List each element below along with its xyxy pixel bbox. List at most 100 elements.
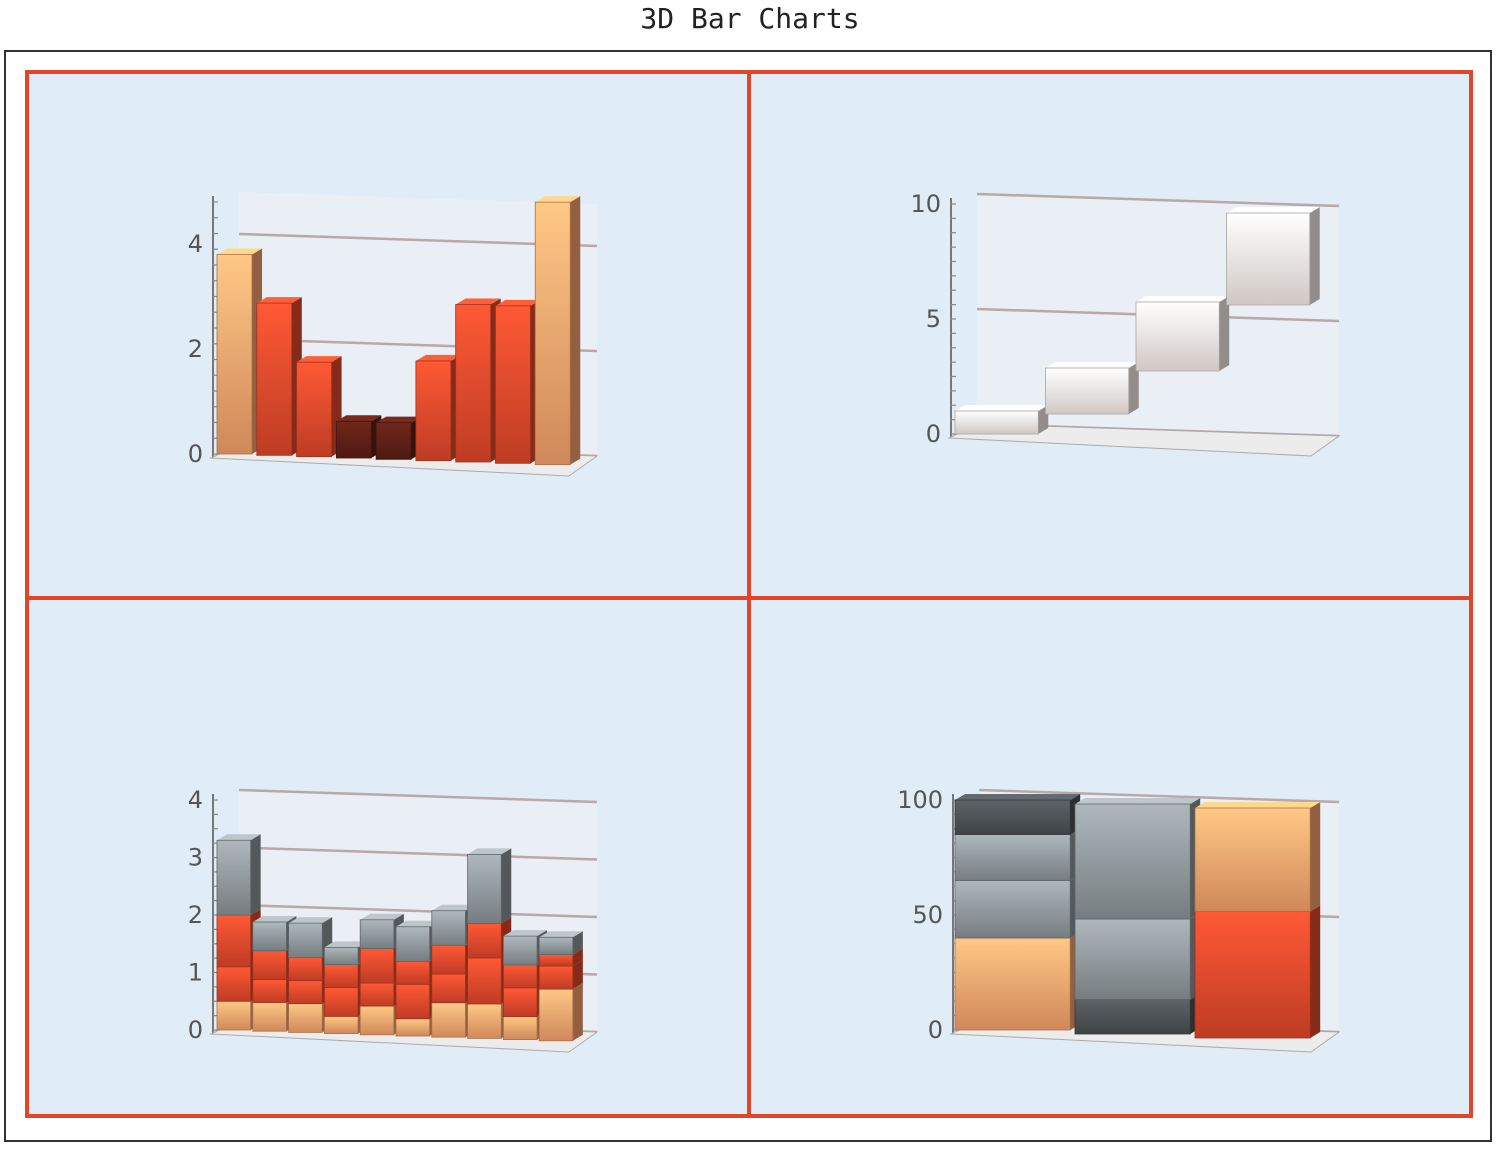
chart2-bar-segment xyxy=(323,964,359,989)
chart2-bar-segment xyxy=(467,1003,502,1039)
chart3-bar-segment-top xyxy=(1075,798,1201,804)
chart2-bar-segment-side xyxy=(572,983,583,1041)
chart0-bar-top xyxy=(535,196,581,203)
chart2-bar-segment xyxy=(359,948,395,984)
chart2-bar-segment xyxy=(502,964,538,989)
chart2-bar-segment xyxy=(359,1005,395,1036)
chart2-bar-segment xyxy=(431,973,466,1004)
chart1-bar-side xyxy=(1128,362,1139,414)
page-title: 3D Bar Charts xyxy=(640,2,860,35)
chart2-bar-segment-top xyxy=(539,931,583,938)
chart0-bar-top xyxy=(296,356,342,363)
chart2-bar-segment-side xyxy=(501,848,512,924)
chart3-tick-label: 50 xyxy=(912,901,943,929)
chart0-bar xyxy=(256,302,293,456)
chart0-bar xyxy=(216,254,253,455)
chart0-bar xyxy=(495,305,531,464)
chart0-bar xyxy=(415,360,452,462)
chart2-gridline xyxy=(238,903,598,919)
chart2-bar-segment xyxy=(216,1000,252,1031)
chart2-bar-segment xyxy=(288,1003,323,1033)
chart1-tick-label: 10 xyxy=(910,190,941,218)
chart2-bar-segment xyxy=(431,944,466,975)
chart2-bar-segment-top xyxy=(431,904,476,911)
chart2-bar-segment-top xyxy=(252,915,297,922)
chart2-bar-segment xyxy=(359,919,395,949)
chart2-bar-segment-side xyxy=(572,960,583,990)
chart0-bar xyxy=(534,201,571,466)
chart2-bar-segment xyxy=(323,987,359,1017)
chart2-bar-segment xyxy=(467,922,502,959)
chart3-bar-segment xyxy=(1074,803,1191,920)
chart3-tick-label: 0 xyxy=(928,1016,943,1044)
chart-simple-3d-bars: 0 2 4 xyxy=(188,192,599,477)
chart2-bar-segment xyxy=(538,954,574,967)
chart2-bar-segment xyxy=(431,910,466,946)
chart3-bar-segment-side xyxy=(1310,802,1321,912)
panel-bottom-left: 0 1 2 3 4 xyxy=(29,600,747,1114)
chart1-bar-top xyxy=(1136,296,1230,302)
chart2-bar-segment-top xyxy=(217,834,261,841)
chart3-gridline xyxy=(978,788,1340,804)
chart3-tick-label: 100 xyxy=(897,786,943,814)
panel-top-right: 0 5 10 xyxy=(751,74,1469,596)
chart2-bar-segment xyxy=(288,980,323,1005)
chart1-bar-top xyxy=(1226,207,1320,213)
chart2-bar-segment xyxy=(538,965,574,990)
chart2-bar-segment xyxy=(216,839,252,916)
chart3-bar-segment xyxy=(1194,911,1311,1039)
chart1-bar xyxy=(1226,212,1311,306)
chart3-bar-segment xyxy=(1074,918,1191,1000)
chart2-bar-segment-side xyxy=(572,931,583,955)
chart2-bar-segment xyxy=(395,1018,431,1037)
chart2-bar-segment xyxy=(467,853,502,924)
chart0-bar xyxy=(335,420,372,459)
chart0-bar-top xyxy=(336,415,382,422)
chart-grid: 0 2 4 0 5 10 0 1 2 3 4 0 50 100 xyxy=(25,70,1473,1118)
chart2-bar-segment-top xyxy=(324,941,369,948)
chart3-bar-segment xyxy=(1194,807,1311,912)
chart3-bar-segment-top xyxy=(1195,802,1321,808)
chart2-bar-segment xyxy=(288,922,323,959)
panel-bottom-right: 0 50 100 xyxy=(751,600,1469,1114)
panel-top-left: 0 2 4 xyxy=(29,74,747,596)
chart2-tick-label: 2 xyxy=(188,901,203,929)
chart3-bar-segment xyxy=(954,834,1071,881)
chart0-bar-top xyxy=(256,297,302,304)
chart2-tick-label: 4 xyxy=(188,786,203,814)
chart2-bar-segment xyxy=(538,936,574,955)
chart2-bar-segment xyxy=(323,946,359,966)
chart3-bar-segment xyxy=(954,880,1071,939)
chart2-tick-label: 0 xyxy=(188,1016,203,1044)
chart3-bar-segment xyxy=(1074,999,1191,1035)
chart1-bar-side xyxy=(1219,296,1230,371)
chart2-bar-segment-top xyxy=(467,848,512,855)
chart2-bar-segment xyxy=(395,960,431,985)
chart0-bar xyxy=(455,304,492,463)
chart0-bar xyxy=(375,422,412,460)
chart1-bar-top xyxy=(1045,362,1139,368)
chart0-bar-top xyxy=(495,299,541,306)
chart2-bar-segment xyxy=(431,1002,466,1038)
chart1-bar-top xyxy=(955,405,1049,411)
chart1-bar xyxy=(1135,301,1220,372)
chart2-bar-segment xyxy=(323,1015,359,1035)
chart2-bar-segment-side xyxy=(572,948,583,967)
chart2-bar-segment xyxy=(252,979,287,1003)
chart1-tick-label: 0 xyxy=(926,420,941,448)
chart1-tick-label: 5 xyxy=(926,305,941,333)
chart2-tick-label: 3 xyxy=(188,844,203,872)
chart2-bar-segment xyxy=(216,966,252,1002)
chart2-gridline xyxy=(238,788,598,804)
chart2-bar-segment xyxy=(252,921,287,952)
chart-percent-stacked-3d-bars: 0 50 100 xyxy=(897,786,1341,1053)
chart2-bar-segment-top xyxy=(396,920,440,927)
chart2-bar-segment xyxy=(359,982,395,1007)
chart0-bar xyxy=(296,361,332,458)
chart0-bar-side xyxy=(570,196,581,465)
chart0-tick-label: 0 xyxy=(188,440,203,468)
chart0-bar-top xyxy=(455,298,501,305)
chart2-bar-segment xyxy=(252,1002,287,1032)
chart3-bar-segment xyxy=(954,937,1071,1031)
outer-frame xyxy=(4,50,1492,1142)
